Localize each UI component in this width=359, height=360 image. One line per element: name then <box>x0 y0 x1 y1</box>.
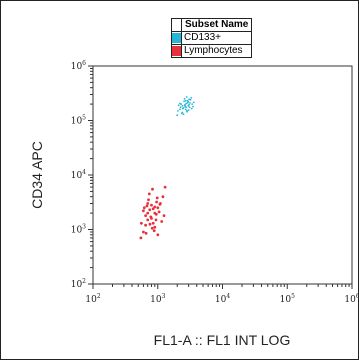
data-point-lymphocytes-18 <box>153 229 156 232</box>
data-point-cd133-16 <box>182 108 184 110</box>
data-point-lymphocytes-12 <box>162 195 165 198</box>
data-point-cd133-14 <box>178 104 180 106</box>
data-point-lymphocytes-9 <box>156 206 159 209</box>
data-point-cd133-13 <box>188 109 190 111</box>
data-point-lymphocytes-5 <box>142 231 145 234</box>
data-point-lymphocytes-22 <box>160 220 163 223</box>
data-point-lymphocytes-10 <box>140 237 143 240</box>
data-point-cd133-23 <box>188 104 190 106</box>
data-point-lymphocytes-28 <box>140 222 143 225</box>
data-point-cd133-31 <box>182 105 184 107</box>
x-tick-label-3: 105 <box>280 293 295 305</box>
data-point-lymphocytes-26 <box>153 212 156 215</box>
data-point-lymphocytes-6 <box>148 208 151 211</box>
x-tick-label-4: 106 <box>344 293 359 305</box>
data-point-lymphocytes-11 <box>146 219 149 222</box>
data-point-lymphocytes-37 <box>151 188 154 191</box>
data-point-lymphocytes-31 <box>146 202 149 205</box>
data-point-lymphocytes-14 <box>153 226 156 229</box>
data-point-cd133-29 <box>185 109 187 111</box>
data-point-lymphocytes-39 <box>156 197 159 200</box>
data-point-cd133-20 <box>190 97 192 99</box>
data-point-lymphocytes-24 <box>151 227 154 230</box>
data-point-lymphocytes-3 <box>144 224 147 227</box>
x-tick-label-1: 103 <box>150 293 165 305</box>
data-point-lymphocytes-30 <box>156 233 159 236</box>
data-point-cd133-24 <box>180 106 182 108</box>
data-point-cd133-35 <box>187 101 189 103</box>
plot-area-border <box>93 66 352 284</box>
data-point-lymphocytes-25 <box>148 193 151 196</box>
data-point-lymphocytes-17 <box>147 198 150 201</box>
data-point-lymphocytes-36 <box>163 214 166 217</box>
y-tick-label-1: 103 <box>71 224 86 236</box>
data-point-lymphocytes-23 <box>146 205 149 208</box>
data-point-cd133-5 <box>185 100 187 102</box>
data-point-lymphocytes-33 <box>149 223 152 226</box>
data-point-cd133-21 <box>183 100 185 102</box>
data-point-lymphocytes-29 <box>152 207 155 210</box>
data-point-lymphocytes-20 <box>155 201 158 204</box>
points-layer <box>140 96 195 239</box>
data-point-lymphocytes-16 <box>158 211 161 214</box>
data-point-cd133-7 <box>191 103 193 105</box>
y-axis-title: CD34 APC <box>29 141 45 209</box>
data-point-cd133-33 <box>191 108 193 110</box>
data-point-cd133-19 <box>181 113 183 115</box>
data-point-cd133-32 <box>186 96 188 98</box>
data-point-lymphocytes-19 <box>149 216 152 219</box>
data-point-lymphocytes-27 <box>164 186 167 189</box>
y-tick-label-2: 104 <box>71 169 86 181</box>
data-point-lymphocytes-32 <box>155 219 158 222</box>
data-point-cd133-38 <box>184 104 186 106</box>
x-axis-title: FL1-A :: FL1 INT LOG <box>154 332 291 348</box>
data-point-lymphocytes-21 <box>142 209 145 212</box>
data-point-cd133-6 <box>176 114 178 116</box>
data-point-cd133-4 <box>189 106 191 108</box>
data-point-lymphocytes-35 <box>143 206 146 209</box>
x-tick-label-2: 104 <box>215 293 230 305</box>
data-point-cd133-34 <box>183 113 185 115</box>
data-point-lymphocytes-34 <box>159 203 162 206</box>
data-point-cd133-37 <box>188 98 190 100</box>
data-point-cd133-25 <box>184 98 186 100</box>
y-tick-label-4: 106 <box>71 60 86 72</box>
data-point-lymphocytes-13 <box>150 204 153 207</box>
data-point-lymphocytes-38 <box>145 232 148 235</box>
data-point-cd133-26 <box>192 106 194 108</box>
data-point-cd133-22 <box>186 111 188 113</box>
data-point-cd133-36 <box>179 103 181 105</box>
y-tick-label-3: 105 <box>71 115 86 127</box>
data-point-cd133-0 <box>179 109 181 111</box>
data-point-lymphocytes-7 <box>152 222 155 225</box>
data-point-cd133-27 <box>177 110 179 112</box>
data-point-cd133-15 <box>193 102 195 104</box>
ticks-layer: 102 103 104 105 106 102 103 104 105 106 <box>71 60 359 305</box>
y-tick-label-0: 102 <box>71 278 86 290</box>
data-point-cd133-39 <box>185 106 187 108</box>
data-point-lymphocytes-15 <box>144 214 147 217</box>
data-point-lymphocytes-0 <box>146 212 149 215</box>
x-tick-label-0: 102 <box>85 293 100 305</box>
data-point-cd133-30 <box>189 102 191 104</box>
